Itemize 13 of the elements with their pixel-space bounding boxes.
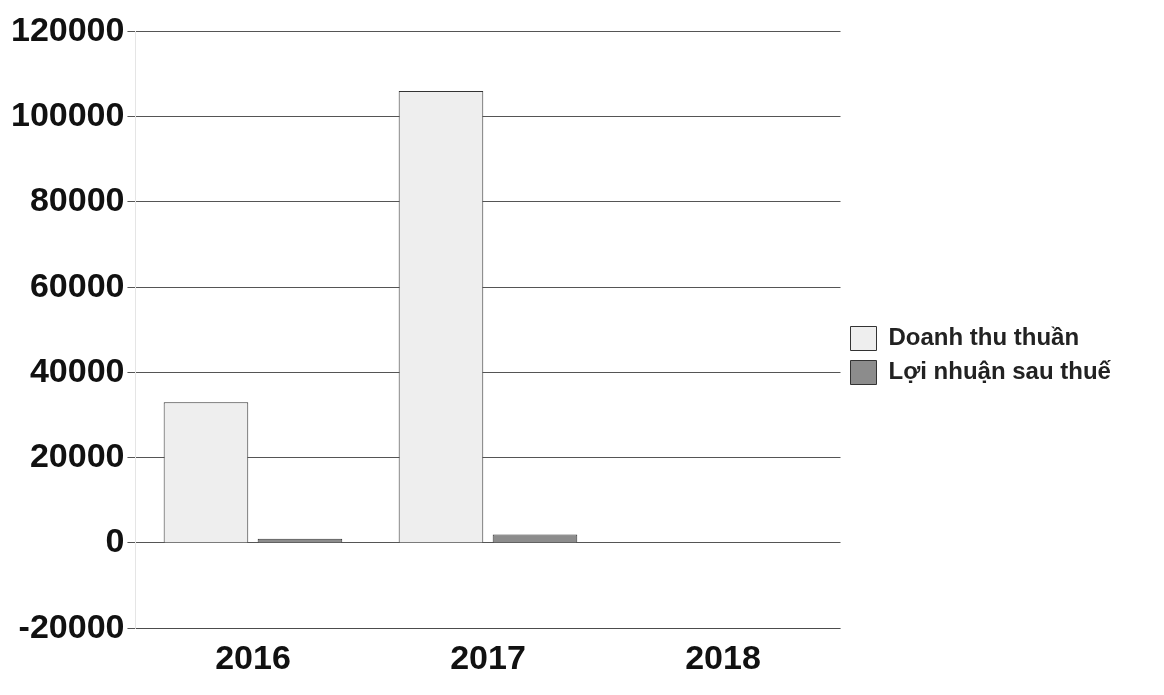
y-tick-label: 100000 bbox=[10, 95, 125, 134]
legend-label: Lợi nhuận sau thuế bbox=[888, 357, 1112, 385]
x-tick-label: 2016 bbox=[215, 637, 291, 676]
x-tick-label: 2017 bbox=[450, 637, 526, 676]
y-tick-label: 20000 bbox=[29, 436, 125, 475]
y-tick-label: 0 bbox=[105, 521, 125, 560]
y-tick-label: 40000 bbox=[29, 350, 125, 389]
y-tick-label: 80000 bbox=[29, 180, 125, 219]
y-tick-label: 60000 bbox=[29, 265, 125, 304]
y-tick-label: 120000 bbox=[10, 9, 125, 48]
x-tick-label: 2018 bbox=[685, 637, 761, 676]
y-tick-label: -20000 bbox=[18, 606, 125, 645]
legend-label: Doanh thu thuần bbox=[888, 323, 1080, 351]
